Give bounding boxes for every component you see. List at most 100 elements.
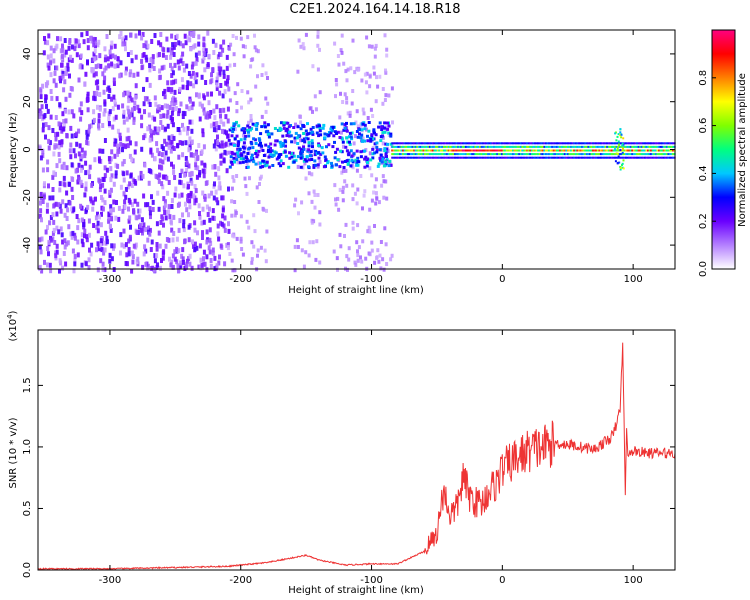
heat-cell xyxy=(245,191,249,196)
heat-cell xyxy=(414,145,417,148)
heat-cell xyxy=(114,54,117,60)
heat-cell xyxy=(166,86,170,92)
heat-cell xyxy=(653,149,656,152)
heat-cell xyxy=(323,132,327,136)
heat-cell xyxy=(310,172,314,177)
heat-cell xyxy=(122,159,126,164)
heat-cell xyxy=(421,142,423,145)
heat-cell xyxy=(618,145,621,148)
heat-cell xyxy=(331,145,335,149)
heat-cell xyxy=(70,206,74,212)
heat-cell xyxy=(207,53,211,59)
heat-cell xyxy=(214,127,218,133)
heat-cell xyxy=(333,140,336,144)
heat-cell xyxy=(96,211,99,217)
heat-cell xyxy=(265,208,268,213)
heat-cell xyxy=(191,101,195,107)
heat-cell xyxy=(111,124,115,130)
heat-cell xyxy=(554,145,557,148)
heat-cell xyxy=(334,197,337,202)
heat-cell xyxy=(582,149,585,152)
heat-cell xyxy=(345,183,349,188)
heat-cell xyxy=(513,149,516,152)
heat-cell xyxy=(313,153,317,157)
heat-cell xyxy=(46,262,49,268)
heat-cell xyxy=(417,142,420,145)
heat-cell xyxy=(433,156,436,159)
heat-cell xyxy=(513,153,516,156)
heat-cell xyxy=(355,109,359,114)
heat-cell xyxy=(230,186,234,191)
heat-cell xyxy=(200,262,204,268)
heat-cell xyxy=(200,149,204,155)
heat-cell xyxy=(621,156,624,159)
heat-cell xyxy=(534,156,536,159)
heat-cell xyxy=(381,135,385,140)
heat-cell xyxy=(302,147,306,151)
heat-cell xyxy=(162,64,166,70)
colorbar-gradient xyxy=(711,29,736,270)
heat-cell xyxy=(155,174,159,180)
heat-cell xyxy=(643,156,646,159)
heat-cell xyxy=(302,132,306,135)
heat-cell xyxy=(240,105,243,110)
heat-cell xyxy=(247,225,251,230)
heat-cell xyxy=(339,48,343,53)
heat-cell xyxy=(171,253,175,259)
heat-cell xyxy=(530,142,533,145)
heat-cell xyxy=(122,171,126,177)
heat-cell xyxy=(405,145,408,148)
heat-cell xyxy=(208,217,212,223)
heat-cell xyxy=(645,149,648,152)
heat-cell xyxy=(390,86,394,91)
heat-cell xyxy=(177,108,181,114)
heat-cell xyxy=(64,66,68,71)
heat-cell xyxy=(86,204,90,210)
heat-cell xyxy=(155,141,159,147)
heat-cell xyxy=(377,259,381,264)
heat-cell xyxy=(469,145,472,148)
heat-cell xyxy=(126,184,130,190)
heat-cell xyxy=(300,248,304,253)
heat-cell xyxy=(327,133,331,137)
heat-cell xyxy=(153,253,157,259)
colorbar: 0.00.20.40.60.8 Normalized spectral ampl… xyxy=(698,29,748,277)
heat-cell xyxy=(545,156,547,159)
heat-cell xyxy=(133,100,137,106)
heat-cell xyxy=(216,231,220,237)
heat-cell xyxy=(110,149,114,155)
heat-cell xyxy=(486,156,489,159)
heat-cell xyxy=(87,128,91,134)
heat-cell xyxy=(227,47,231,51)
heat-cell xyxy=(392,156,395,159)
heat-cell xyxy=(128,181,132,187)
heat-cell xyxy=(224,141,228,147)
heat-cell xyxy=(88,174,92,180)
heat-cell xyxy=(301,150,304,154)
heat-cell xyxy=(670,153,673,156)
heat-cell xyxy=(157,40,161,46)
heat-cell xyxy=(610,153,613,156)
heat-cell xyxy=(364,155,368,159)
heat-cell xyxy=(128,72,132,78)
heat-cell xyxy=(582,142,585,145)
heat-cell xyxy=(40,104,44,110)
heat-cell xyxy=(323,155,327,159)
heat-cell xyxy=(614,153,616,156)
heat-cell xyxy=(181,212,184,218)
heat-cell xyxy=(176,59,180,65)
heat-cell xyxy=(256,49,260,54)
heat-cell xyxy=(661,153,664,156)
heat-cell xyxy=(309,127,313,131)
heat-cell xyxy=(360,259,364,264)
heat-cell xyxy=(233,127,237,132)
heat-cell xyxy=(359,136,363,140)
heat-cell xyxy=(202,261,206,267)
heat-cell xyxy=(421,149,423,152)
heat-cell xyxy=(195,174,199,180)
heat-cell xyxy=(523,149,525,152)
heat-cell xyxy=(408,149,411,152)
heat-cell xyxy=(168,105,172,110)
heat-cell xyxy=(77,43,81,49)
heat-cell xyxy=(71,248,75,254)
